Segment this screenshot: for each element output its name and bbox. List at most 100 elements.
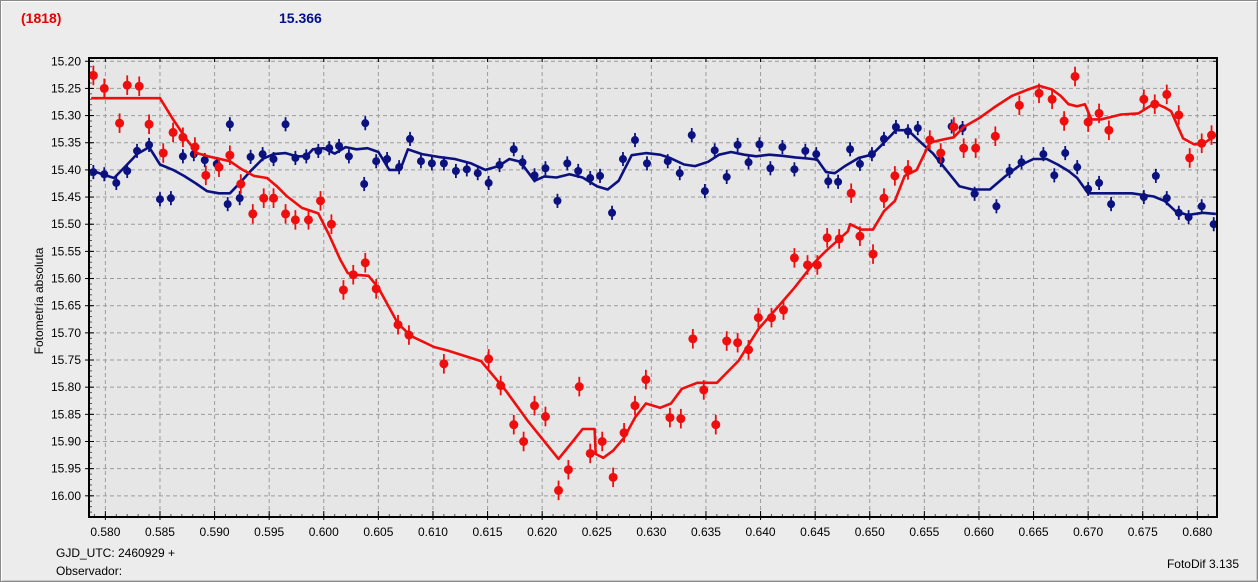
y-tick-label: 15.85 bbox=[51, 407, 81, 421]
data-point bbox=[115, 118, 125, 128]
data-point bbox=[1050, 171, 1059, 180]
data-point bbox=[855, 231, 865, 241]
x-tick-label: 0.660 bbox=[964, 525, 994, 539]
data-point bbox=[1073, 163, 1082, 172]
x-tick-label: 0.610 bbox=[418, 525, 448, 539]
data-point bbox=[733, 338, 743, 348]
data-point bbox=[687, 131, 696, 140]
data-point bbox=[1209, 220, 1218, 229]
x-tick-label: 0.615 bbox=[473, 525, 503, 539]
x-tick-label: 0.645 bbox=[800, 525, 830, 539]
data-point bbox=[439, 159, 448, 168]
app-version-label: FotoDif 3.135 bbox=[1166, 557, 1239, 571]
y-tick-label: 15.30 bbox=[51, 109, 81, 123]
data-point bbox=[122, 80, 132, 90]
y-tick-label: 15.60 bbox=[51, 272, 81, 286]
gjd-utc-label: GJD_UTC: 2460929 + bbox=[56, 546, 176, 560]
data-point bbox=[722, 172, 731, 181]
data-point bbox=[554, 485, 564, 495]
x-tick-label: 0.665 bbox=[1019, 525, 1049, 539]
data-point bbox=[1034, 88, 1044, 98]
y-tick-label: 15.35 bbox=[51, 136, 81, 150]
data-point bbox=[326, 219, 336, 229]
data-point bbox=[971, 143, 981, 153]
y-tick-label: 15.75 bbox=[51, 353, 81, 367]
x-tick-label: 0.625 bbox=[582, 525, 612, 539]
data-point bbox=[225, 150, 235, 160]
data-point bbox=[166, 194, 175, 203]
data-point bbox=[710, 146, 719, 155]
x-tick-label: 0.590 bbox=[200, 525, 230, 539]
data-point bbox=[913, 124, 922, 133]
x-tick-label: 0.605 bbox=[363, 525, 393, 539]
data-point bbox=[722, 336, 732, 346]
data-point bbox=[214, 162, 224, 172]
data-point bbox=[462, 165, 471, 174]
data-point bbox=[473, 169, 482, 178]
y-tick-label: 15.70 bbox=[51, 326, 81, 340]
data-point bbox=[812, 150, 821, 159]
data-point bbox=[99, 83, 109, 93]
data-point bbox=[563, 465, 573, 475]
data-point bbox=[451, 166, 460, 175]
data-point bbox=[144, 119, 154, 129]
y-tick-label: 15.50 bbox=[51, 217, 81, 231]
data-point bbox=[574, 382, 584, 392]
data-point bbox=[846, 188, 856, 198]
data-point bbox=[563, 159, 572, 168]
data-point bbox=[1014, 100, 1024, 110]
data-point bbox=[200, 156, 209, 165]
data-point bbox=[1174, 110, 1184, 120]
data-point bbox=[427, 159, 436, 168]
series-line bbox=[92, 128, 1217, 217]
y-tick-label: 15.90 bbox=[51, 434, 81, 448]
data-point bbox=[360, 180, 369, 189]
data-point bbox=[372, 157, 381, 166]
data-point bbox=[1095, 178, 1104, 187]
y-tick-label: 15.80 bbox=[51, 380, 81, 394]
data-point bbox=[855, 159, 864, 168]
data-point bbox=[970, 189, 979, 198]
data-point bbox=[518, 158, 527, 167]
y-tick-label: 15.25 bbox=[51, 81, 81, 95]
data-point bbox=[315, 196, 325, 206]
x-tick-label: 0.670 bbox=[1073, 525, 1103, 539]
data-point bbox=[608, 208, 617, 217]
data-point bbox=[509, 420, 519, 430]
data-point bbox=[158, 148, 168, 158]
data-point bbox=[201, 170, 211, 180]
data-point bbox=[112, 178, 121, 187]
data-point bbox=[168, 127, 178, 137]
data-point bbox=[574, 166, 583, 175]
data-point bbox=[959, 143, 969, 153]
data-point bbox=[990, 131, 1000, 141]
x-tick-label: 0.620 bbox=[527, 525, 557, 539]
data-point bbox=[733, 140, 742, 149]
data-point bbox=[834, 177, 843, 186]
data-point bbox=[778, 305, 788, 315]
x-tick-label: 0.680 bbox=[1182, 525, 1212, 539]
data-point bbox=[88, 70, 98, 80]
x-tick-label: 0.580 bbox=[90, 525, 120, 539]
data-point bbox=[344, 152, 353, 161]
data-point bbox=[597, 436, 607, 446]
data-point bbox=[338, 285, 348, 295]
data-point bbox=[1185, 153, 1195, 163]
data-point bbox=[1094, 108, 1104, 118]
data-point bbox=[484, 354, 494, 364]
data-point bbox=[553, 196, 562, 205]
data-point bbox=[642, 159, 651, 168]
data-point bbox=[281, 120, 290, 129]
data-point bbox=[676, 414, 686, 424]
data-point bbox=[665, 413, 675, 423]
data-point bbox=[155, 195, 164, 204]
data-point bbox=[290, 215, 300, 225]
data-point bbox=[248, 209, 258, 219]
data-point bbox=[846, 145, 855, 154]
data-point bbox=[406, 134, 415, 143]
data-point bbox=[699, 385, 709, 395]
mean-magnitude-label: 15.366 bbox=[279, 10, 322, 26]
y-axis-title: Fotometría absoluta bbox=[32, 247, 46, 354]
data-point bbox=[949, 122, 959, 132]
